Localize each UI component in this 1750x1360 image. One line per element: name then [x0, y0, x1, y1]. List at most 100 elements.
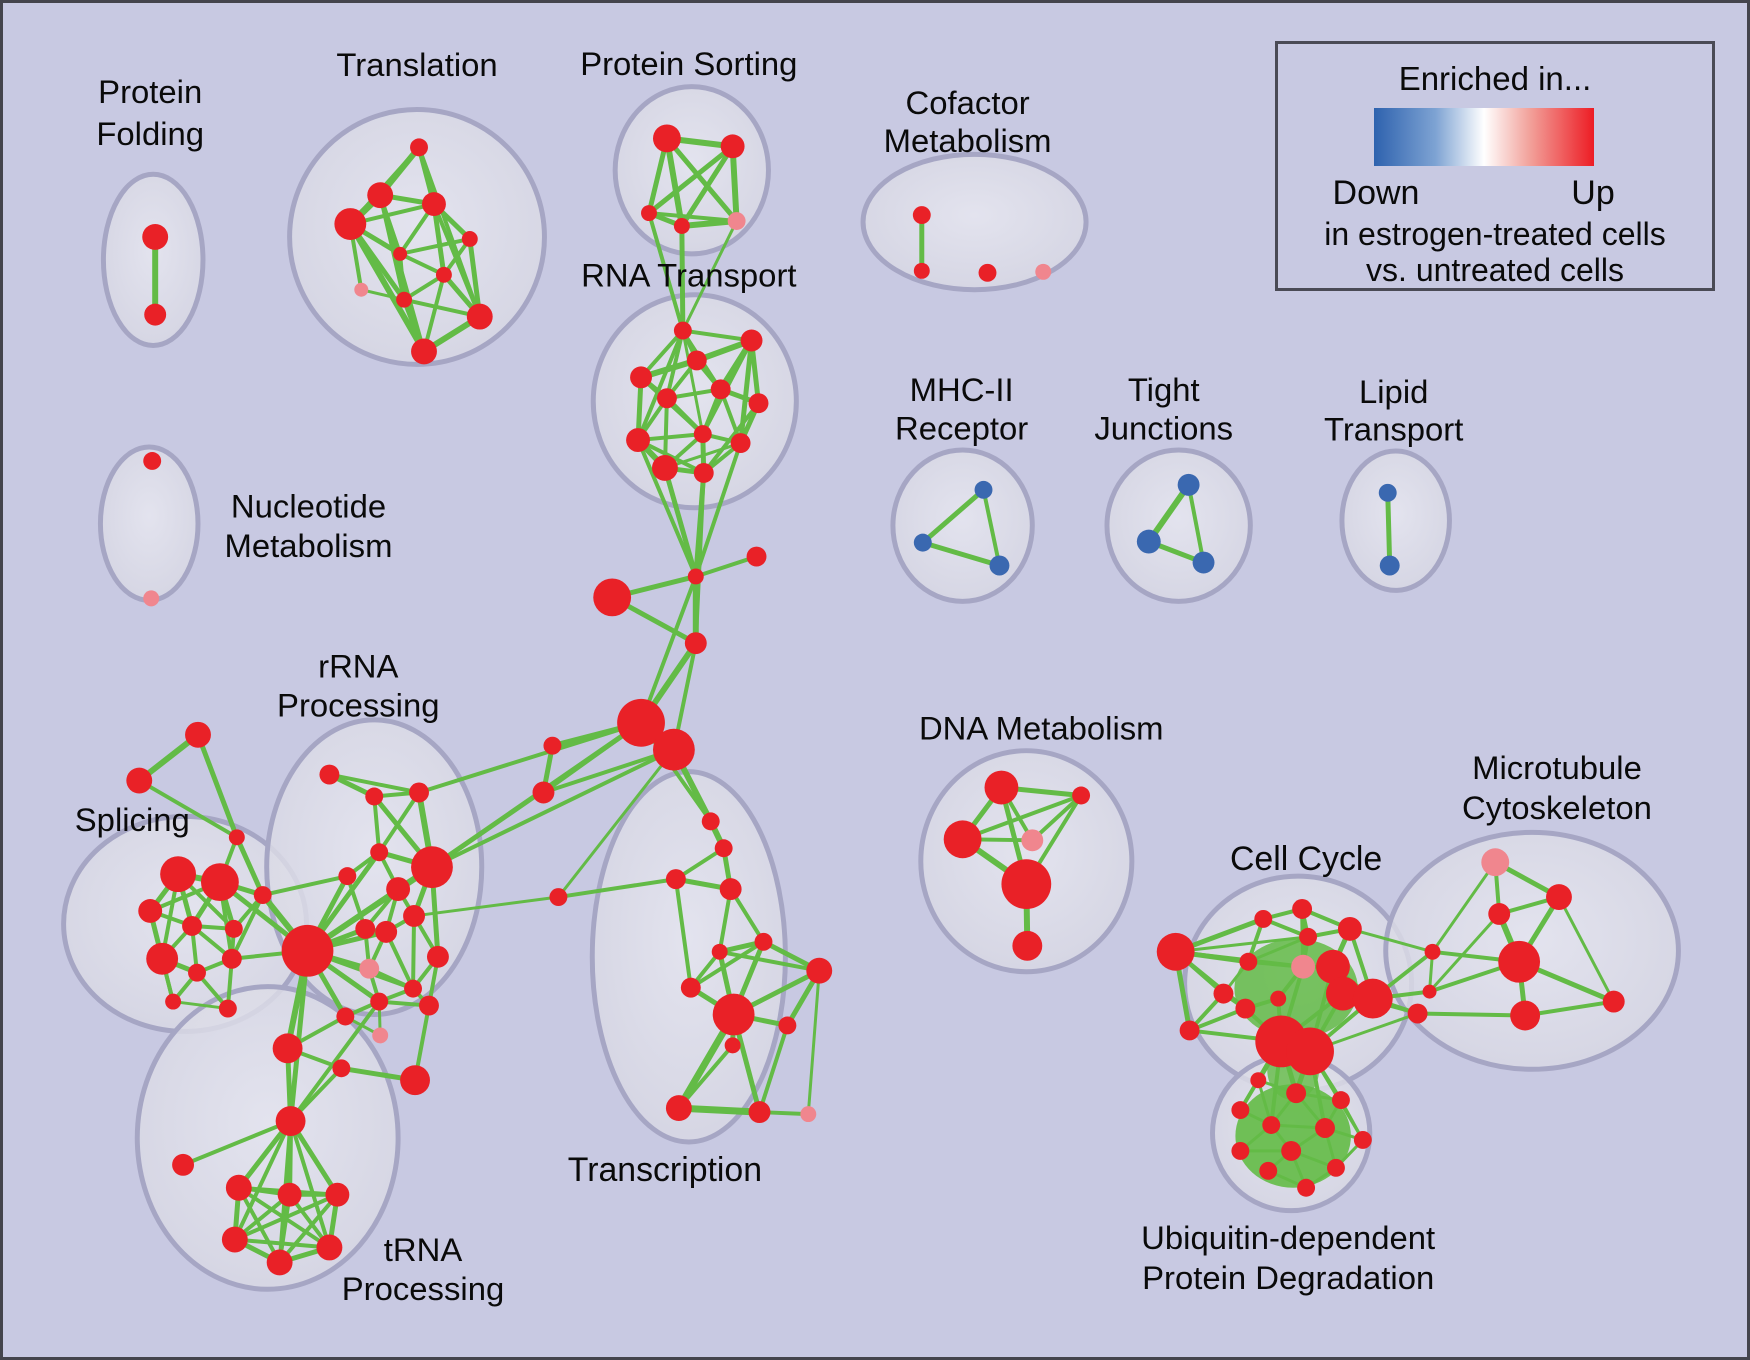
gene-set-node-up-light: [800, 1106, 817, 1123]
enrichment-edge: [288, 1119, 332, 1250]
gene-set-node-up: [673, 218, 690, 234]
enrichment-edge: [676, 1043, 735, 1111]
gene-set-node-up: [332, 1059, 351, 1078]
gene-set-node-up: [943, 820, 982, 859]
cluster-ellipse-cofactor-metabolism: [860, 151, 1089, 293]
enrichment-edge: [288, 999, 382, 1124]
gene-set-node-down: [913, 533, 932, 552]
gene-set-node-up: [334, 208, 367, 240]
cluster-label-microtubule-cytoskeleton: Cytoskeleton: [1462, 789, 1652, 826]
enrichment-edge: [171, 1000, 230, 1011]
gene-set-node-up: [913, 262, 930, 279]
gene-set-node-up: [1337, 916, 1362, 941]
enrichment-edge: [693, 554, 759, 579]
enrichment-edge: [675, 1104, 763, 1116]
gene-set-node-up: [1297, 1178, 1316, 1197]
gene-set-node-up: [426, 945, 449, 968]
gene-set-node-up: [641, 205, 657, 222]
gene-set-node-up: [1602, 990, 1625, 1013]
enrichment-edge: [429, 747, 676, 870]
enrichment-edge: [717, 949, 822, 973]
gene-set-node-down: [1379, 555, 1400, 576]
gene-set-node-up: [182, 915, 202, 936]
gene-set-node-up: [617, 698, 665, 747]
enrichment-edge: [1030, 793, 1084, 843]
cluster-label-tight-junctions: Junctions: [1094, 410, 1233, 447]
gene-set-node-up: [1331, 1091, 1350, 1110]
gene-set-node-up: [143, 452, 162, 470]
gene-set-node-up: [1012, 930, 1043, 961]
gene-set-node-up: [1498, 940, 1541, 983]
gene-set-node-up: [710, 379, 731, 400]
enrichment-edge: [137, 778, 239, 840]
gene-set-node-up: [461, 230, 478, 247]
enrichment-edge: [398, 236, 472, 256]
gene-set-node-up-light: [354, 282, 369, 297]
gene-set-node-up: [720, 134, 745, 159]
gene-set-node-up: [367, 182, 394, 209]
gene-set-node-up: [693, 425, 712, 444]
legend-box: Enriched in... Down Up in estrogen-treat…: [1275, 41, 1715, 291]
enrichment-edge: [229, 893, 265, 961]
enrichment-edge: [920, 487, 987, 546]
gene-set-node-up: [1262, 1116, 1281, 1134]
gene-set-node-up: [185, 721, 211, 748]
gene-set-node-down: [989, 555, 1010, 576]
cluster-label-protein-folding: Folding: [96, 115, 204, 152]
legend-gradient-bar: [1374, 108, 1594, 166]
gene-set-node-up: [593, 578, 632, 617]
gene-set-node-up: [466, 303, 493, 330]
gene-set-node-up: [325, 1182, 350, 1207]
gene-set-node-up: [277, 1182, 302, 1207]
gene-set-node-up: [1250, 1072, 1267, 1089]
enrichment-edge: [232, 1119, 293, 1242]
cluster-label-cell-cycle: Cell Cycle: [1230, 840, 1382, 878]
enrichment-edge: [288, 948, 311, 1124]
gene-set-node-up-light: [1021, 829, 1044, 852]
gene-set-node-up: [146, 942, 179, 975]
cluster-label-cofactor-metabolism: Cofactor: [906, 84, 1030, 121]
legend-title: Enriched in...: [1398, 60, 1592, 97]
enrichment-edge: [673, 877, 693, 990]
cluster-label-cofactor-metabolism: Metabolism: [884, 122, 1052, 159]
gene-set-node-up: [1281, 1140, 1302, 1161]
gene-set-node-up: [1239, 952, 1258, 971]
gene-set-node-up: [281, 924, 334, 977]
gene-set-node-up: [630, 366, 652, 389]
gene-set-node-up: [419, 995, 439, 1016]
gene-set-node-up: [740, 329, 763, 352]
enrichment-edge: [556, 877, 678, 900]
legend-down-label: Down: [1332, 174, 1420, 212]
enrichment-edge: [636, 438, 698, 579]
enrichment-edge: [806, 969, 821, 1116]
gene-set-node-up-light: [1481, 848, 1510, 877]
cluster-ellipse-translation: [287, 107, 547, 367]
gene-set-node-up: [984, 770, 1019, 805]
enrichment-edge: [678, 218, 740, 229]
gene-set-node-up: [626, 428, 650, 453]
gene-set-node-up: [221, 1226, 248, 1253]
gene-set-node-up: [748, 1101, 771, 1124]
enrichment-edge: [729, 143, 740, 225]
gene-set-node-up: [714, 839, 733, 858]
gene-set-node-up: [1254, 909, 1273, 928]
enrichment-edge: [647, 211, 685, 333]
gene-set-node-up: [1352, 978, 1393, 1019]
gene-set-node-up-light: [359, 958, 380, 979]
cluster-label-transcription: Transcription: [568, 1151, 762, 1189]
enrichment-edge: [232, 1192, 340, 1242]
cluster-label-rrna-processing: Processing: [277, 686, 439, 723]
gene-set-node-up: [370, 992, 389, 1011]
enrichment-edge: [1187, 1006, 1248, 1033]
enrichment-edge: [920, 540, 1002, 568]
gene-set-node-up: [253, 886, 272, 905]
enrichment-edge: [1174, 935, 1310, 954]
gene-set-node-up: [400, 1065, 430, 1096]
gene-set-node-up: [1299, 927, 1318, 946]
enrichment-edge: [372, 794, 382, 855]
gene-set-node-up: [1510, 1000, 1541, 1031]
enrichment-edge: [467, 236, 483, 320]
enrichment-edge: [960, 793, 1084, 842]
cluster-label-dna-metabolism: DNA Metabolism: [919, 709, 1164, 746]
enrichment-edge: [981, 487, 1002, 568]
